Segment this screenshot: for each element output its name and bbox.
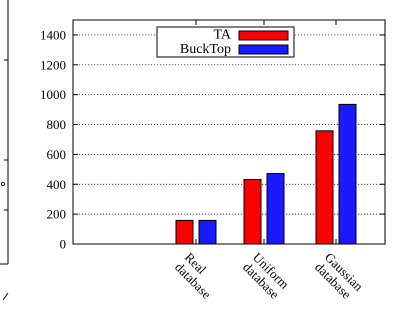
bar-ta-1 [243,178,262,245]
cropped-neighbor-figure [0,0,9,301]
y-tick-label: 400 [47,177,67,192]
y-tick-label: 1200 [40,57,66,72]
y-tick-label: 1400 [40,27,66,42]
y-tick-label: 0 [60,237,67,252]
bar-ta-2 [315,130,334,245]
y-tick-label: 200 [47,207,67,222]
y-tick-label: 1000 [40,87,66,102]
y-tick-label: 800 [47,117,67,132]
legend-label-bucktop: BuckTop [180,42,231,57]
bar-bucktop-0 [198,219,217,245]
bar-bucktop-1 [266,173,285,245]
legend-swatch-ta [238,30,289,41]
legend: TA BuckTop [156,26,295,58]
legend-swatch-bucktop [238,44,289,55]
bar-ta-0 [175,219,194,245]
gridlines [73,34,385,215]
y-axis-ticks: 0 200 400 600 800 1000 1200 1400 [40,27,385,252]
bars [175,20,357,245]
bar-bucktop-2 [338,103,357,245]
legend-label-ta: TA [213,28,231,43]
plot-frame [72,19,386,245]
y-tick-label: 600 [47,147,67,162]
